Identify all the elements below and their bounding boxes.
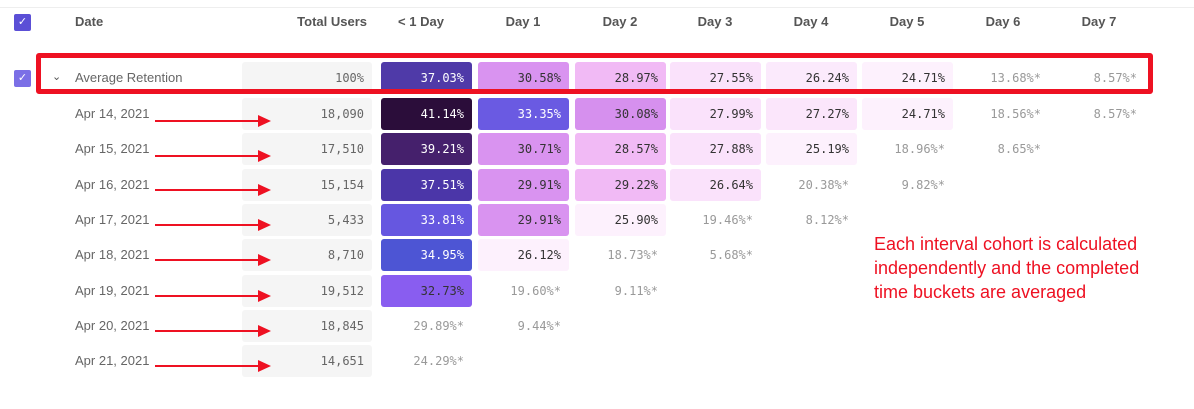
red-arrow-icon (155, 324, 271, 337)
header-day-2[interactable]: Day 2 (602, 14, 638, 29)
header-day-6[interactable]: Day 6 (985, 14, 1021, 29)
cohort-row: Apr 15, 2021 17,510 39.21% 30.71% 28.57% 27.8… (0, 133, 1194, 168)
retention-cell[interactable]: 13.68%* (990, 71, 1041, 85)
cohort-row: Apr 21, 2021 14,651 24.29%* (0, 345, 1194, 380)
retention-cell[interactable]: 29.22% (575, 168, 666, 201)
cohort-total: 15,154 (242, 168, 372, 201)
top-divider (0, 7, 1194, 8)
average-total: 100% (242, 62, 372, 94)
cohort-date: Apr 20, 2021 (75, 317, 150, 333)
retention-cell[interactable]: 33.35% (478, 98, 569, 130)
cohort-date: Apr 14, 2021 (75, 106, 150, 121)
retention-cell[interactable]: 8.12%* (805, 212, 849, 227)
average-label: Average Retention (75, 70, 183, 85)
retention-cell[interactable]: 25.90% (575, 203, 666, 236)
retention-cell[interactable]: 5.68%* (709, 248, 753, 263)
retention-cell[interactable]: 41.14% (381, 98, 472, 130)
retention-cell[interactable]: 20.38%* (798, 177, 849, 192)
header-day-7[interactable]: Day 7 (1081, 14, 1117, 29)
retention-cell[interactable]: 29.91% (478, 168, 569, 201)
highlight-box (36, 53, 1153, 94)
retention-cell[interactable]: 24.29%* (413, 354, 464, 369)
red-arrow-icon (155, 183, 271, 196)
annotation-text: Each interval cohort is calculated indep… (874, 234, 1140, 302)
retention-cell[interactable]: 8.57%* (1093, 71, 1137, 85)
retention-cell[interactable]: 9.11%* (614, 283, 658, 298)
header-day-1[interactable]: Day 1 (505, 14, 541, 29)
retention-cell[interactable]: 26.64% (670, 168, 761, 201)
header-total-users[interactable]: Total Users (297, 14, 367, 29)
retention-cell[interactable]: 8.65%* (997, 142, 1041, 157)
retention-cell[interactable]: 9.44%* (517, 318, 561, 333)
retention-cell[interactable]: 26.12% (478, 239, 569, 272)
cohort-date: Apr 18, 2021 (75, 247, 150, 263)
cohort-date: Apr 17, 2021 (75, 211, 150, 227)
average-checkbox[interactable]: ✓ (14, 70, 31, 87)
retention-cell[interactable]: 30.58% (478, 62, 569, 94)
cohort-row: Apr 20, 2021 18,845 29.89%* 9.44%* (0, 309, 1194, 345)
cohort-row: Apr 14, 2021 18,090 41.14% 33.35% 30.08% 27.9… (0, 98, 1194, 133)
cohort-date: Apr 21, 2021 (75, 353, 150, 369)
retention-cell[interactable]: 25.19% (766, 133, 857, 166)
retention-cell[interactable]: 26.24% (766, 62, 857, 94)
red-arrow-icon (155, 289, 271, 302)
retention-cell[interactable]: 27.55% (670, 62, 761, 94)
retention-cell[interactable]: 18.73%* (607, 248, 658, 263)
retention-cell[interactable]: 28.97% (575, 62, 666, 94)
retention-cell[interactable]: 9.82%* (901, 177, 945, 192)
red-arrow-icon (155, 254, 271, 267)
chevron-down-icon[interactable]: ⌄ (52, 71, 62, 83)
retention-cell[interactable]: 29.91% (478, 203, 569, 236)
cohort-date: Apr 15, 2021 (75, 141, 150, 157)
retention-cell[interactable]: 24.71% (862, 62, 953, 94)
header-date[interactable]: Date (75, 14, 104, 29)
header-day-3[interactable]: Day 3 (697, 14, 733, 29)
retention-cell[interactable]: 30.08% (575, 98, 666, 130)
retention-cell[interactable]: 19.60%* (510, 283, 561, 298)
retention-cell[interactable]: 37.03% (381, 62, 472, 94)
retention-cell[interactable]: 8.57%* (1093, 107, 1137, 121)
red-arrow-icon (155, 115, 271, 127)
retention-cell[interactable]: 27.99% (670, 98, 761, 130)
cohort-date: Apr 19, 2021 (75, 282, 150, 298)
retention-cell[interactable]: 24.71% (862, 98, 953, 130)
retention-cell[interactable]: 33.81% (381, 203, 472, 236)
retention-cell[interactable]: 34.95% (381, 239, 472, 272)
retention-cell[interactable]: 19.46%* (702, 212, 753, 227)
retention-cell[interactable]: 30.71% (478, 133, 569, 166)
retention-cell[interactable]: 29.89%* (413, 318, 464, 333)
cohort-row: Apr 16, 2021 15,154 37.51% 29.91% 29.22% 26.6… (0, 168, 1194, 204)
retention-cell[interactable]: 27.88% (670, 133, 761, 166)
retention-cell[interactable]: 27.27% (766, 98, 857, 130)
retention-cell[interactable]: 37.51% (381, 168, 472, 201)
retention-cell[interactable]: 32.73% (381, 274, 472, 307)
header-day-5[interactable]: Day 5 (889, 14, 925, 29)
header--1-day[interactable]: < 1 Day (398, 14, 444, 29)
select-all-checkbox[interactable]: ✓ (14, 14, 31, 31)
retention-cell[interactable]: 18.56%* (990, 107, 1041, 121)
cohort-row: Apr 18, 2021 8,710 34.95% 26.12% 18.73%* 5.68… (0, 239, 1194, 274)
red-arrow-icon (155, 150, 271, 163)
red-arrow-icon (155, 360, 271, 373)
red-arrow-icon (155, 218, 271, 231)
cohort-date: Apr 16, 2021 (75, 176, 150, 192)
retention-cell[interactable]: 28.57% (575, 133, 666, 166)
retention-cell[interactable]: 39.21% (381, 133, 472, 166)
header-day-4[interactable]: Day 4 (793, 14, 829, 29)
retention-cell[interactable]: 18.96%* (894, 142, 945, 157)
average-retention-row: ✓ ⌄ Average Retention 100% 37.03% 30.58% 2… (0, 62, 1194, 97)
